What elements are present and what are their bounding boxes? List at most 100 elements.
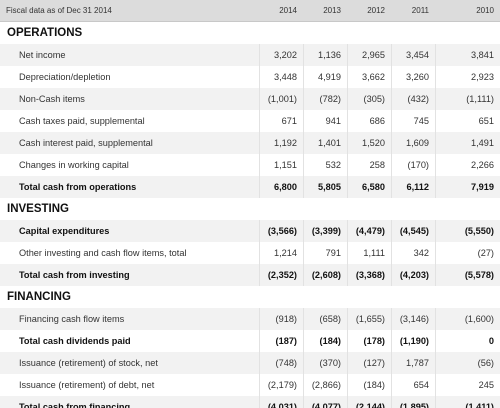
row-value: (305)	[347, 88, 391, 110]
year-column-header: 2013	[323, 6, 341, 15]
row-label: Cash taxes paid, supplemental	[19, 116, 145, 126]
total-row: Total cash from operations 6,800 5,805 6,58…	[0, 176, 500, 198]
table-header: Fiscal data as of Dec 31 2014 2014 2013 …	[0, 0, 500, 22]
year-column-header: 2010	[476, 6, 494, 15]
row-value: (1,111)	[435, 88, 500, 110]
row-value: (2,866)	[303, 374, 347, 396]
row-label: Net income	[19, 50, 66, 60]
row-value: (4,077)	[303, 396, 347, 408]
row-value: 2,923	[435, 66, 500, 88]
table-body: OPERATIONS Net income 3,202 1,136 2,965 3,454…	[0, 22, 500, 408]
row-value: (178)	[347, 330, 391, 352]
row-value: (2,608)	[303, 264, 347, 286]
section-title: FINANCING	[7, 291, 71, 303]
row-value: (3,146)	[391, 308, 435, 330]
row-value: (4,479)	[347, 220, 391, 242]
row-value: (658)	[303, 308, 347, 330]
row-value: 3,448	[259, 66, 303, 88]
section-title: OPERATIONS	[7, 27, 83, 39]
row-value: (918)	[259, 308, 303, 330]
row-value: 2,965	[347, 44, 391, 66]
year-column-header: 2011	[411, 6, 429, 15]
row-value: (1,001)	[259, 88, 303, 110]
table-row: Issuance (retirement) of debt, net (2,179…	[0, 374, 500, 396]
row-value: (748)	[259, 352, 303, 374]
row-value: (184)	[347, 374, 391, 396]
row-value: 745	[391, 110, 435, 132]
row-value: (1,895)	[391, 396, 435, 408]
row-value: (127)	[347, 352, 391, 374]
row-value: 6,112	[391, 176, 435, 198]
row-value: (3,399)	[303, 220, 347, 242]
row-value: 1,136	[303, 44, 347, 66]
row-label: Issuance (retirement) of debt, net	[19, 380, 155, 390]
row-value: (2,352)	[259, 264, 303, 286]
total-row: Total cash dividends paid (187) (184) (178)…	[0, 330, 500, 352]
row-label: Capital expenditures	[19, 226, 110, 236]
row-value: (1,600)	[435, 308, 500, 330]
year-column-header: 2014	[279, 6, 297, 15]
row-value: 2,266	[435, 154, 500, 176]
row-value: 1,401	[303, 132, 347, 154]
row-value: 1,192	[259, 132, 303, 154]
row-label: Total cash from investing	[19, 270, 130, 280]
row-value: (4,545)	[391, 220, 435, 242]
row-value: (184)	[303, 330, 347, 352]
row-value: 5,805	[303, 176, 347, 198]
table-row: Non-Cash items (1,001) (782) (305) (432) (1,1…	[0, 88, 500, 110]
row-value: 3,841	[435, 44, 500, 66]
row-label: Total cash from operations	[19, 182, 137, 192]
row-value: 1,787	[391, 352, 435, 374]
row-value: 1,151	[259, 154, 303, 176]
total-row: Total cash from financing (4,031) (4,077)(…	[0, 396, 500, 408]
row-value: 3,454	[391, 44, 435, 66]
row-value: (4,203)	[391, 264, 435, 286]
row-label: Financing cash flow items	[19, 314, 125, 324]
row-label: Non-Cash items	[19, 94, 85, 104]
table-row: Issuance (retirement) of stock, net (748)…	[0, 352, 500, 374]
row-value: 686	[347, 110, 391, 132]
table-row: Depreciation/depletion 3,448 4,919 3,662 3,2…	[0, 66, 500, 88]
row-value: 3,202	[259, 44, 303, 66]
table-row: Financing cash flow items (918) (658) (1,65…	[0, 308, 500, 330]
row-value: (3,368)	[347, 264, 391, 286]
row-value: 791	[303, 242, 347, 264]
total-row: Total cash from investing (2,352) (2,608)(…	[0, 264, 500, 286]
row-value: (782)	[303, 88, 347, 110]
total-row: Capital expenditures (3,566) (3,399) (4,479…	[0, 220, 500, 242]
row-value: 6,580	[347, 176, 391, 198]
row-value: (3,566)	[259, 220, 303, 242]
row-value: 7,919	[435, 176, 500, 198]
row-value: (370)	[303, 352, 347, 374]
table-row: Changes in working capital 1,151 532 258 (17…	[0, 154, 500, 176]
row-value: 532	[303, 154, 347, 176]
row-value: 1,214	[259, 242, 303, 264]
table-row: Other investing and cash flow items, tot…	[0, 242, 500, 264]
row-value: (2,179)	[259, 374, 303, 396]
row-value: 671	[259, 110, 303, 132]
table-row: Cash interest paid, supplemental 1,192 1,4…	[0, 132, 500, 154]
row-value: 3,260	[391, 66, 435, 88]
table-row: Net income 3,202 1,136 2,965 3,454 3,841	[0, 44, 500, 66]
row-label: Changes in working capital	[19, 160, 129, 170]
row-value: 654	[391, 374, 435, 396]
row-value: (4,031)	[259, 396, 303, 408]
row-value: (187)	[259, 330, 303, 352]
row-value: (1,411)	[435, 396, 500, 408]
row-label: Other investing and cash flow items, tot…	[19, 248, 187, 258]
row-value: 342	[391, 242, 435, 264]
table-row: Cash taxes paid, supplemental 671 941 686 74…	[0, 110, 500, 132]
row-value: 245	[435, 374, 500, 396]
row-value: 941	[303, 110, 347, 132]
row-value: 3,662	[347, 66, 391, 88]
row-value: (432)	[391, 88, 435, 110]
row-value: (1,190)	[391, 330, 435, 352]
row-value: (27)	[435, 242, 500, 264]
row-value: 1,491	[435, 132, 500, 154]
fiscal-date-label: Fiscal data as of Dec 31 2014	[6, 6, 112, 15]
row-label: Depreciation/depletion	[19, 72, 111, 82]
row-value: (170)	[391, 154, 435, 176]
row-label: Issuance (retirement) of stock, net	[19, 358, 158, 368]
row-value: 1,609	[391, 132, 435, 154]
